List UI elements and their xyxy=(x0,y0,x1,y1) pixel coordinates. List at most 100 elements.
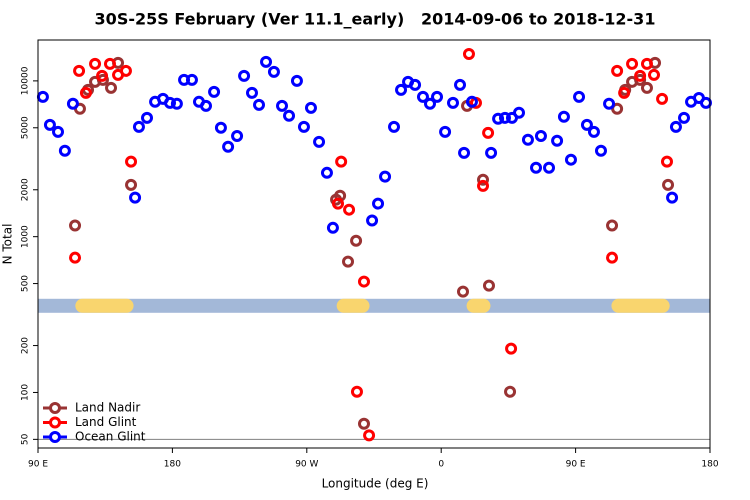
x-tick-label: 180 xyxy=(701,460,718,470)
point xyxy=(648,68,660,81)
point xyxy=(290,74,303,87)
point xyxy=(313,135,326,148)
x-tick-label: 90 E xyxy=(28,460,48,470)
point xyxy=(357,275,370,288)
x-axis-label: Longitude (deg E) xyxy=(322,477,429,491)
point xyxy=(245,86,258,99)
point xyxy=(52,125,65,138)
x-tick-label: 90 W xyxy=(295,460,318,470)
surface-band xyxy=(38,298,710,313)
point xyxy=(656,92,669,105)
point xyxy=(458,146,471,159)
point xyxy=(342,255,355,268)
point xyxy=(366,214,379,227)
point xyxy=(304,101,317,114)
point xyxy=(416,90,429,103)
legend-label: Land Glint xyxy=(75,415,137,429)
point xyxy=(634,73,647,86)
point xyxy=(105,81,118,94)
y-tick-label: 50 xyxy=(21,433,31,445)
point xyxy=(357,417,370,430)
point xyxy=(335,155,348,168)
y-tick-label: 2000 xyxy=(21,178,31,201)
point xyxy=(132,120,145,133)
point xyxy=(79,86,92,99)
y-tick-label: 1000 xyxy=(21,225,31,248)
point xyxy=(424,97,436,110)
point xyxy=(457,285,470,298)
land-segment xyxy=(75,298,134,313)
y-tick-label: 5000 xyxy=(21,116,31,139)
point xyxy=(640,57,653,70)
point xyxy=(238,69,251,82)
point xyxy=(446,96,459,109)
point xyxy=(505,342,518,355)
point xyxy=(267,65,280,78)
point xyxy=(320,166,333,179)
legend-marker xyxy=(49,402,61,414)
point xyxy=(297,120,310,133)
point xyxy=(573,90,586,103)
plot-frame xyxy=(37,39,711,449)
point xyxy=(372,197,385,210)
point xyxy=(350,234,363,247)
point xyxy=(543,161,556,174)
point xyxy=(208,85,221,98)
point xyxy=(504,385,517,398)
legend-marker xyxy=(49,431,61,443)
point xyxy=(477,173,490,186)
point xyxy=(634,69,647,82)
point xyxy=(611,64,624,77)
point xyxy=(564,153,577,166)
point xyxy=(185,73,198,86)
point xyxy=(498,111,511,124)
point xyxy=(231,129,244,142)
point xyxy=(43,118,56,131)
point xyxy=(395,83,408,96)
point xyxy=(332,197,345,210)
point xyxy=(125,155,138,168)
point xyxy=(513,106,526,119)
point xyxy=(699,96,712,109)
point xyxy=(482,126,495,139)
point xyxy=(119,64,132,77)
point xyxy=(678,111,691,124)
point xyxy=(36,90,49,103)
point xyxy=(276,99,289,112)
point xyxy=(606,251,619,264)
point xyxy=(669,120,682,133)
point xyxy=(69,251,82,264)
point xyxy=(431,90,444,103)
y-tick-label: 100 xyxy=(21,384,31,401)
point xyxy=(260,55,273,68)
point xyxy=(465,95,478,108)
point xyxy=(164,96,177,109)
legend-label: Ocean Glint xyxy=(75,430,146,444)
point xyxy=(326,221,339,234)
point xyxy=(640,81,653,94)
point xyxy=(363,429,376,442)
point xyxy=(125,178,138,191)
chart-title: 30S-25S February (Ver 11.1_early) 2014-0… xyxy=(95,10,656,29)
x-tick-label: 180 xyxy=(164,460,181,470)
point xyxy=(89,57,102,70)
point xyxy=(200,99,212,112)
point xyxy=(170,97,183,110)
point xyxy=(530,161,543,174)
land-segment xyxy=(336,298,370,313)
x-tick-label: 0 xyxy=(438,460,444,470)
point xyxy=(439,125,452,138)
y-tick-label: 200 xyxy=(21,337,31,354)
x-tick-label: 90 E xyxy=(566,460,586,470)
point xyxy=(69,219,82,232)
point xyxy=(611,102,624,115)
point xyxy=(521,133,534,146)
point xyxy=(388,120,401,133)
point xyxy=(580,118,593,131)
point xyxy=(603,97,616,110)
point xyxy=(485,146,498,159)
point xyxy=(222,140,235,153)
point xyxy=(350,385,363,398)
point xyxy=(551,134,564,147)
